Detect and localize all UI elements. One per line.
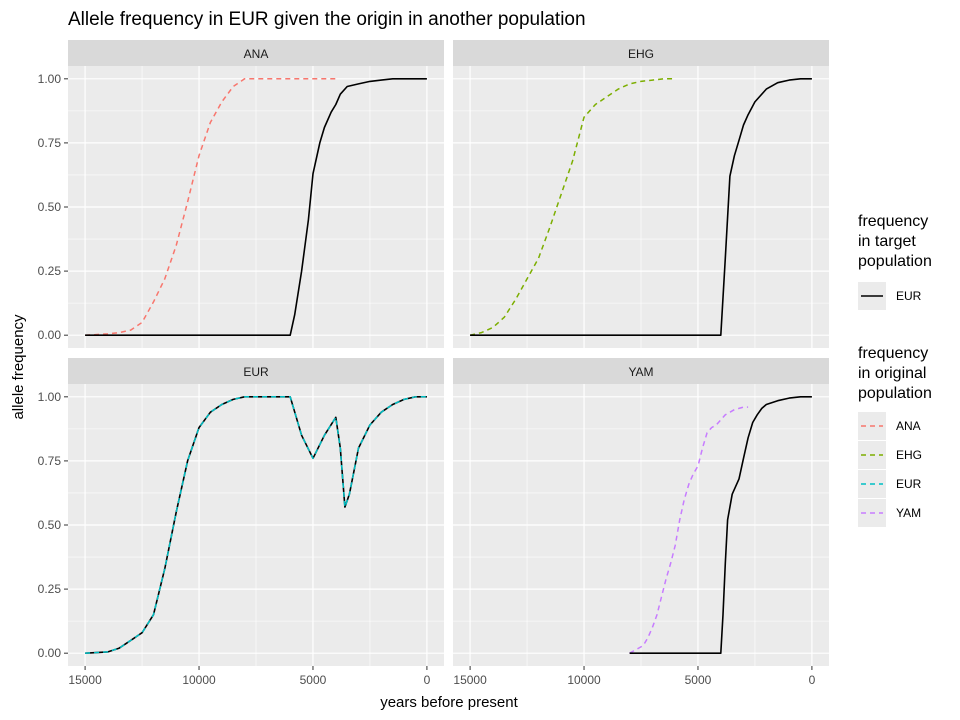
x-tick-label: 5000 xyxy=(300,673,327,687)
legend-title: in original xyxy=(858,365,926,382)
facet-strip-label: EUR xyxy=(243,365,269,379)
y-tick-label: 0.00 xyxy=(38,328,62,342)
x-tick-label: 15000 xyxy=(453,673,487,687)
legend-key-label: YAM xyxy=(896,506,921,520)
panel-ehg: EHG xyxy=(453,40,829,348)
facet-panels: ANA 0.00 0.25 0.50 0.75 1.00 EHG EUR 0.00 0.25 0.5… xyxy=(38,40,829,687)
legend-title: frequency xyxy=(858,345,928,362)
facet-strip xyxy=(68,40,444,66)
y-tick-label: 0.50 xyxy=(38,518,62,532)
panel-ana: ANA 0.00 0.25 0.50 0.75 1.00 xyxy=(38,40,444,348)
y-tick-label: 0.50 xyxy=(38,200,62,214)
legend-key-label: EUR xyxy=(896,477,922,491)
facet-strip xyxy=(68,358,444,384)
facet-strip-label: ANA xyxy=(244,47,269,61)
panel-yam: YAM 15000 10000 5000 0 xyxy=(453,358,829,687)
y-tick-label: 0.00 xyxy=(38,646,62,660)
y-tick-label: 0.25 xyxy=(38,264,62,278)
legend-title: population xyxy=(858,385,932,402)
facet-strip-label: YAM xyxy=(628,365,653,379)
series-line-original-yam xyxy=(629,406,749,654)
chart-title: Allele frequency in EUR given the origin… xyxy=(68,9,586,30)
panel-eur: EUR 0.00 0.25 0.50 0.75 1.00 15000 10000 5000 0 xyxy=(38,358,444,687)
legend-key-label: EUR xyxy=(896,289,922,303)
x-tick-label: 0 xyxy=(424,673,431,687)
legend-title: frequency xyxy=(858,213,928,230)
series-line-target-eur xyxy=(470,78,812,336)
legend-group: frequency in original population ANA EHG EUR Y… xyxy=(858,345,932,527)
y-tick-label: 0.75 xyxy=(38,454,62,468)
x-tick-label: 5000 xyxy=(685,673,712,687)
legend-group: frequency in target population EUR xyxy=(858,213,932,310)
x-tick-label: 10000 xyxy=(182,673,216,687)
y-tick-label: 1.00 xyxy=(38,390,62,404)
y-tick-label: 0.25 xyxy=(38,582,62,596)
series-line-target-eur xyxy=(85,396,427,654)
legend-title: population xyxy=(858,253,932,270)
x-axis-title: years before present xyxy=(380,694,518,711)
x-tick-label: 15000 xyxy=(68,673,102,687)
facet-strip xyxy=(453,40,829,66)
facet-strip xyxy=(453,358,829,384)
y-tick-label: 1.00 xyxy=(38,72,62,86)
gridlines xyxy=(453,384,829,666)
x-tick-label: 0 xyxy=(809,673,816,687)
legend-title: in target xyxy=(858,233,916,250)
series-line-original-ehg xyxy=(469,78,676,336)
series-line-target-eur xyxy=(629,396,812,654)
x-tick-label: 10000 xyxy=(567,673,601,687)
y-tick-label: 0.75 xyxy=(38,136,62,150)
series-line-target-eur xyxy=(85,78,427,336)
legend-key-label: ANA xyxy=(896,419,921,433)
series-line-original-ana xyxy=(85,78,336,336)
legend-key-label: EHG xyxy=(896,448,922,462)
facet-strip-label: EHG xyxy=(628,47,654,61)
gridlines xyxy=(453,66,829,348)
y-axis-title: allele frequency xyxy=(10,314,27,420)
